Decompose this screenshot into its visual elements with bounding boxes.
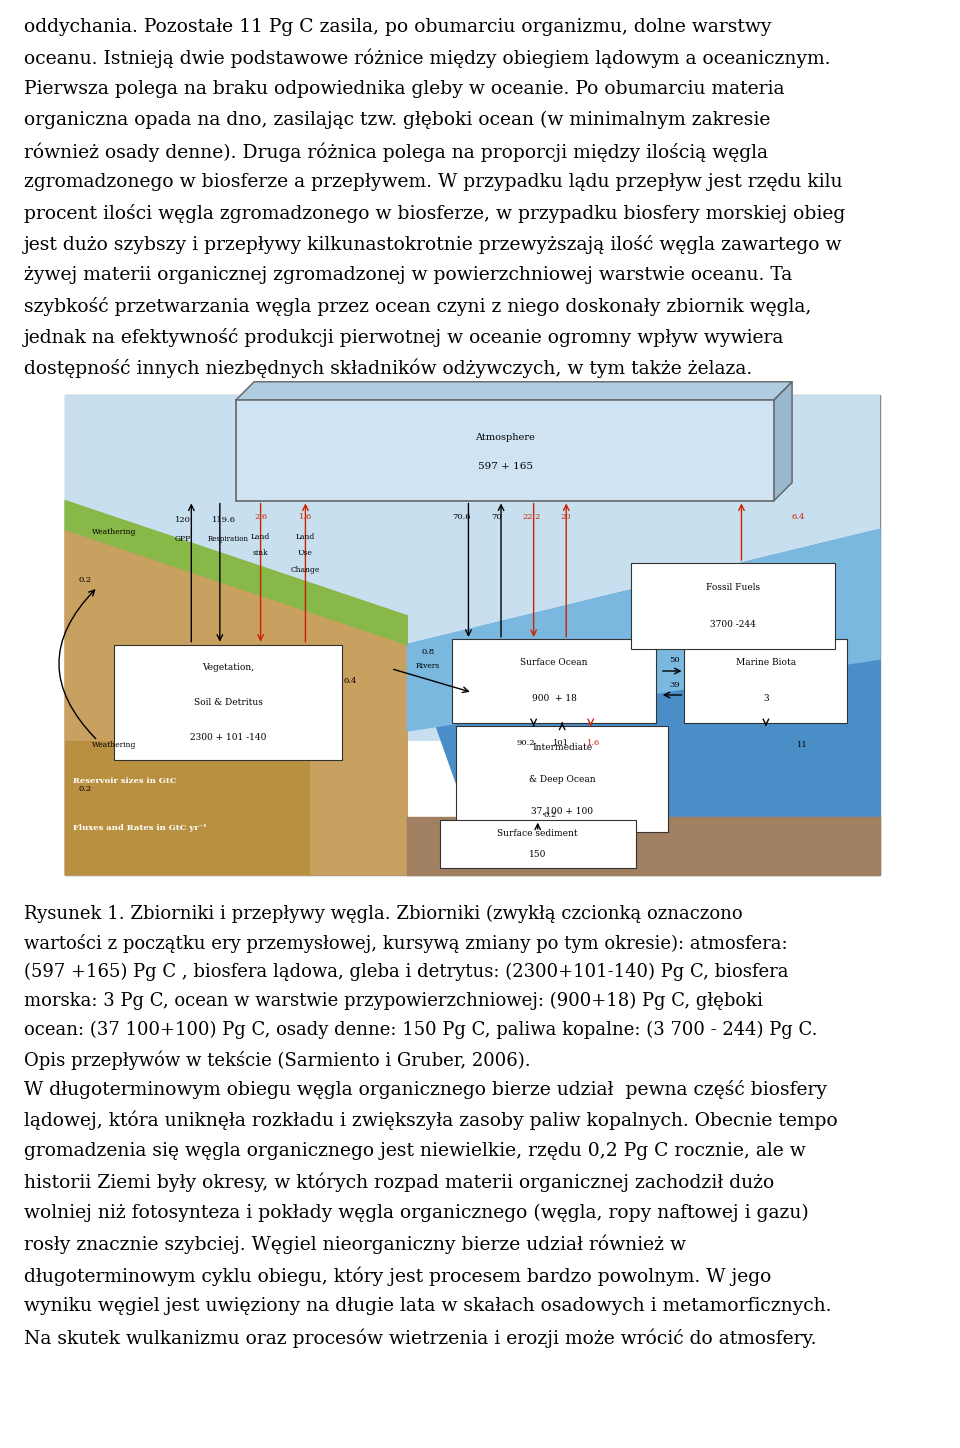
Text: (597 +165) Pg C , biosfera lądowa, gleba i detrytus: (2300+101-140) Pg C, biosfe: (597 +165) Pg C , biosfera lądowa, gleba… <box>24 963 788 982</box>
Text: rosły znacznie szybciej. Węgiel nieorganiczny bierze udział również w: rosły znacznie szybciej. Węgiel nieorgan… <box>24 1235 686 1254</box>
Bar <box>236 400 774 501</box>
Polygon shape <box>774 382 792 501</box>
Text: 70: 70 <box>492 514 502 521</box>
Text: & Deep Ocean: & Deep Ocean <box>529 775 595 783</box>
Text: 2.6: 2.6 <box>254 514 267 521</box>
Text: historii Ziemi były okresy, w których rozpad materii organicznej zachodził dużo: historii Ziemi były okresy, w których ro… <box>24 1173 775 1193</box>
Bar <box>65 740 309 875</box>
Text: 22.2: 22.2 <box>522 514 540 521</box>
Text: 597 + 165: 597 + 165 <box>478 462 533 471</box>
Text: 39: 39 <box>669 682 680 689</box>
Text: 0.4: 0.4 <box>344 676 357 685</box>
Text: Surface Ocean: Surface Ocean <box>520 657 588 668</box>
Polygon shape <box>407 530 880 875</box>
Text: jest dużo szybszy i przepływy kilkunastokrotnie przewyższają ilość węgla zawarte: jest dużo szybszy i przepływy kilkunasto… <box>24 235 843 253</box>
Text: gromadzenia się węgla organicznego jest niewielkie, rzędu 0,2 Pg C rocznie, ale : gromadzenia się węgla organicznego jest … <box>24 1142 805 1160</box>
Text: procent ilości węgla zgromadzonego w biosferze, w przypadku biosfery morskiej ob: procent ilości węgla zgromadzonego w bio… <box>24 204 846 223</box>
Text: wartości z początku ery przemysłowej, kursywą zmiany po tym okresie): atmosfera:: wartości z początku ery przemysłowej, ku… <box>24 934 788 953</box>
Text: Surface sediment: Surface sediment <box>497 828 578 838</box>
Text: żywej materii organicznej zgromadzonej w powierzchniowej warstwie oceanu. Ta: żywej materii organicznej zgromadzonej w… <box>24 266 792 284</box>
Text: szybkość przetwarzania węgla przez ocean czyni z niego doskonały zbiornik węgla,: szybkość przetwarzania węgla przez ocean… <box>24 297 811 316</box>
Polygon shape <box>65 530 407 875</box>
Text: 0.8: 0.8 <box>421 647 434 656</box>
Text: 90.2: 90.2 <box>516 738 535 747</box>
Polygon shape <box>236 382 792 400</box>
Bar <box>684 639 848 723</box>
Text: Respiration: Respiration <box>207 534 249 543</box>
Polygon shape <box>65 501 407 644</box>
Text: 20: 20 <box>560 514 570 521</box>
Text: Reservoir sizes in GtC: Reservoir sizes in GtC <box>73 778 177 785</box>
Text: 1.6: 1.6 <box>299 514 312 521</box>
Text: organiczna opada na dno, zasilając tzw. głęboki ocean (w minimalnym zakresie: organiczna opada na dno, zasilając tzw. … <box>24 111 771 129</box>
Text: 37,100 + 100: 37,100 + 100 <box>531 807 593 815</box>
Text: Soil & Detritus: Soil & Detritus <box>194 698 262 707</box>
Bar <box>114 644 342 760</box>
Text: Land: Land <box>296 533 315 540</box>
Text: wolniej niż fotosynteza i pokłady węgla organicznego (węgla, ropy naftowej i gaz: wolniej niż fotosynteza i pokłady węgla … <box>24 1203 809 1222</box>
Text: jednak na efektywność produkcji pierwotnej w oceanie ogromny wpływ wywiera: jednak na efektywność produkcji pierwotn… <box>24 329 784 348</box>
Text: 6.4: 6.4 <box>792 514 805 521</box>
Text: 3: 3 <box>763 695 769 704</box>
Text: Vegetation,: Vegetation, <box>202 663 254 672</box>
Text: GPP: GPP <box>175 534 191 543</box>
Text: Weathering: Weathering <box>92 529 136 536</box>
Text: 70.6: 70.6 <box>453 514 471 521</box>
Text: Fluxes and Rates in GtC yr⁻¹: Fluxes and Rates in GtC yr⁻¹ <box>73 824 206 833</box>
Bar <box>456 727 668 831</box>
Text: długoterminowym cyklu obiegu, który jest procesem bardzo powolnym. W jego: długoterminowym cyklu obiegu, który jest… <box>24 1266 772 1286</box>
Text: Na skutek wulkanizmu oraz procesów wietrzenia i erozji może wrócić do atmosfery.: Na skutek wulkanizmu oraz procesów wietr… <box>24 1328 817 1348</box>
Text: W długoterminowym obiegu węgla organicznego bierze udział  pewna część biosfery: W długoterminowym obiegu węgla organiczn… <box>24 1080 828 1099</box>
Text: Intermediate: Intermediate <box>532 743 592 752</box>
Text: również osady denne). Druga różnica polega na proporcji między ilością węgla: również osady denne). Druga różnica pole… <box>24 142 768 162</box>
Bar <box>65 395 880 740</box>
Text: Fossil Fuels: Fossil Fuels <box>707 584 760 592</box>
Text: 0.2: 0.2 <box>543 811 557 820</box>
Text: Use: Use <box>298 549 313 557</box>
Text: 50: 50 <box>669 656 680 665</box>
Text: 900  + 18: 900 + 18 <box>532 695 576 704</box>
Text: Marine Biota: Marine Biota <box>735 657 796 668</box>
Text: Pierwsza polega na braku odpowiednika gleby w oceanie. Po obumarciu materia: Pierwsza polega na braku odpowiednika gl… <box>24 80 784 98</box>
Text: 0.2: 0.2 <box>79 785 92 792</box>
Bar <box>440 820 636 867</box>
Text: Land: Land <box>251 533 270 540</box>
Polygon shape <box>407 530 880 731</box>
Bar <box>452 639 656 723</box>
Text: 11: 11 <box>797 741 808 750</box>
Text: Change: Change <box>291 566 320 575</box>
Text: 2300 + 101 -140: 2300 + 101 -140 <box>190 733 266 741</box>
Bar <box>65 395 880 875</box>
Text: oddychania. Pozostałe 11 Pg C zasila, po obumarciu organizmu, dolne warstwy: oddychania. Pozostałe 11 Pg C zasila, po… <box>24 17 772 36</box>
Text: dostępność innych niezbędnych składników odżywczych, w tym także żelaza.: dostępność innych niezbędnych składników… <box>24 359 753 378</box>
Text: Rysunek 1. Zbiorniki i przepływy węgla. Zbiorniki (zwykłą czcionką oznaczono: Rysunek 1. Zbiorniki i przepływy węgla. … <box>24 905 743 924</box>
Text: Opis przepływów w tekście (Sarmiento i Gruber, 2006).: Opis przepływów w tekście (Sarmiento i G… <box>24 1050 531 1070</box>
Bar <box>632 563 835 649</box>
Text: Weathering: Weathering <box>92 741 136 750</box>
Text: ocean: (37 100+100) Pg C, osady denne: 150 Pg C, paliwa kopalne: (3 700 - 244) P: ocean: (37 100+100) Pg C, osady denne: 1… <box>24 1021 818 1040</box>
Text: Atmosphere: Atmosphere <box>475 433 535 443</box>
Text: morska: 3 Pg C, ocean w warstwie przypowierzchniowej: (900+18) Pg C, głęboki: morska: 3 Pg C, ocean w warstwie przypow… <box>24 992 763 1011</box>
Text: 120: 120 <box>176 515 191 524</box>
Text: 150: 150 <box>529 850 546 859</box>
Text: 101: 101 <box>553 738 568 747</box>
Text: Rivers: Rivers <box>416 662 440 670</box>
Text: 1.6: 1.6 <box>587 738 600 747</box>
Polygon shape <box>407 818 880 875</box>
Text: sink: sink <box>252 549 269 557</box>
Text: lądowej, która uniknęła rozkładu i zwiększyła zasoby paliw kopalnych. Obecnie te: lądowej, która uniknęła rozkładu i zwięk… <box>24 1111 838 1131</box>
Text: wyniku węgiel jest uwięziony na długie lata w skałach osadowych i metamorficznyc: wyniku węgiel jest uwięziony na długie l… <box>24 1297 831 1315</box>
Text: oceanu. Istnieją dwie podstawowe różnice między obiegiem lądowym a oceanicznym.: oceanu. Istnieją dwie podstawowe różnice… <box>24 49 830 68</box>
Text: zgromadzonego w biosferze a przepływem. W przypadku lądu przepływ jest rzędu kil: zgromadzonego w biosferze a przepływem. … <box>24 172 843 191</box>
Text: 3700 -244: 3700 -244 <box>710 621 756 630</box>
Text: 0.2: 0.2 <box>79 576 92 584</box>
Text: 119.6: 119.6 <box>212 515 236 524</box>
